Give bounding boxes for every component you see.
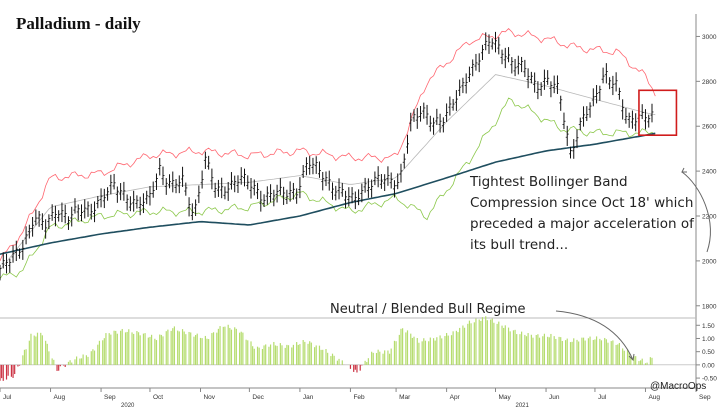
y-tick-label: 1800 bbox=[702, 303, 717, 310]
regime-y-tick-label: 0.50 bbox=[702, 349, 715, 356]
credit-label: @MacroOps bbox=[650, 381, 707, 392]
price-bars bbox=[0, 31, 654, 281]
lower_band-line bbox=[0, 97, 656, 280]
x-tick-label: Aug bbox=[648, 394, 660, 401]
x-tick-label: Nov bbox=[203, 394, 215, 401]
moving_average-line bbox=[0, 132, 656, 255]
x-tick-label: Jul bbox=[598, 394, 607, 401]
x-tick-label: Sep bbox=[699, 394, 711, 401]
annotation-line: Tightest Bollinger Band bbox=[470, 174, 628, 190]
squeeze-highlight-box bbox=[638, 89, 678, 137]
regime-y-tick-label: 1.50 bbox=[702, 323, 715, 330]
annotation-line: Compression since Oct 18' which bbox=[470, 195, 694, 211]
regime-annotation: Neutral / Blended Bull Regime bbox=[330, 302, 526, 317]
y-tick-label: 2000 bbox=[702, 258, 717, 265]
x-tick-label: Jul bbox=[3, 394, 12, 401]
regime-y-tick-label: 1.00 bbox=[702, 336, 715, 343]
year-label: 2021 bbox=[516, 403, 530, 408]
y-tick-label: 2600 bbox=[702, 124, 717, 131]
x-tick-label: Jun bbox=[549, 394, 560, 401]
annotation-line: its bull trend... bbox=[470, 237, 569, 253]
x-tick-label: Feb bbox=[353, 394, 365, 401]
bollinger-annotation: Tightest Bollinger Band Compression sinc… bbox=[470, 172, 700, 256]
regime-arrow bbox=[555, 310, 634, 361]
regime-y-tick-label: 0.00 bbox=[702, 362, 715, 369]
y-tick-label: 3000 bbox=[702, 34, 717, 41]
y-tick-label: 2400 bbox=[702, 169, 717, 176]
x-tick-label: May bbox=[499, 394, 512, 401]
annotation-arrowhead bbox=[681, 167, 687, 173]
x-tick-label: Jan bbox=[303, 394, 314, 401]
upper_band-line bbox=[0, 28, 656, 262]
regime-y-tick-label: -0.50 bbox=[702, 376, 717, 383]
x-tick-label: Oct bbox=[153, 394, 163, 401]
regime-bars bbox=[0, 316, 653, 381]
annotation-arrow bbox=[681, 171, 711, 253]
y-tick-label: 2800 bbox=[702, 79, 717, 86]
x-tick-label: Aug bbox=[54, 394, 66, 401]
regime-arrowhead bbox=[628, 353, 635, 362]
x-tick-label: Apr bbox=[450, 394, 461, 401]
x-tick-label: Sep bbox=[104, 394, 116, 401]
middle_band-line bbox=[0, 74, 656, 271]
x-tick-label: Mar bbox=[399, 394, 411, 401]
x-tick-label: Dec bbox=[252, 394, 264, 401]
annotation-line: preceded a major acceleration of bbox=[470, 216, 694, 232]
year-label: 2020 bbox=[121, 403, 135, 408]
chart-title: Palladium - daily bbox=[16, 14, 141, 33]
